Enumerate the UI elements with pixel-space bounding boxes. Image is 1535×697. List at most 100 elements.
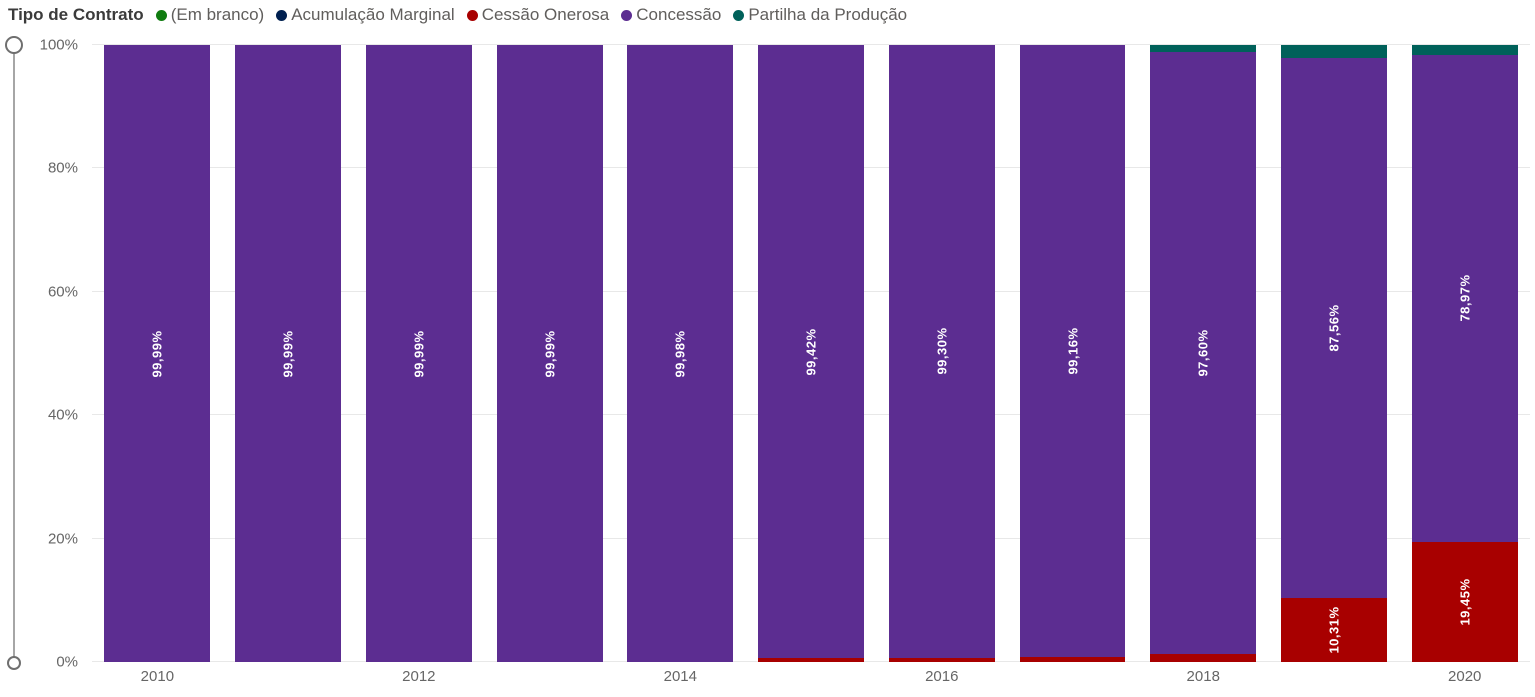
legend-item-label: Partilha da Produção	[748, 5, 908, 24]
legend-item-label: Concessão	[636, 5, 722, 24]
legend-dot-icon	[155, 9, 167, 21]
stacked-bar-2016[interactable]: 99,30%	[888, 45, 995, 662]
bar-value-label: 99,16%	[1065, 327, 1080, 375]
y-axis-tick-label: 20%	[47, 530, 78, 548]
legend-item-cessao-onerosa[interactable]: Cessão Onerosa	[466, 5, 610, 25]
y-axis-tick-label: 60%	[47, 283, 78, 301]
bar-value-label: 87,56%	[1326, 304, 1342, 352]
stacked-bar-2014[interactable]: 99,98%	[627, 45, 734, 662]
stacked-bar-2010[interactable]: 99,99%	[104, 45, 211, 662]
bar-column-2011: 99,99%	[223, 45, 354, 662]
bar-column-2017: 99,16%	[1007, 45, 1138, 662]
stacked-bar-2015[interactable]: 99,42%	[758, 45, 864, 662]
bar-segment-cessao-onerosa[interactable]: 10,31%	[1281, 598, 1387, 662]
y-axis-tick-label: 80%	[47, 159, 78, 177]
bar-segment-concessao[interactable]: 99,99%	[104, 45, 211, 662]
plot-area: 99,99% 99,99% 99,99% 99,99% 99,98% 99,42% 99,3…	[92, 44, 1530, 685]
gridline	[92, 44, 1530, 45]
x-axis-label: 2018	[1186, 668, 1220, 685]
bar-value-label: 99,99%	[542, 329, 558, 378]
bar-segment-concessao[interactable]: 99,42%	[758, 45, 864, 659]
stacked-bar-2013[interactable]: 99,99%	[496, 45, 603, 662]
bar-value-label: 99,99%	[280, 329, 296, 378]
bar-value-label: 99,99%	[411, 329, 427, 378]
legend: (Em branco) Acumulação Marginal Cessão One…	[155, 5, 907, 25]
legend-item-acumulacao-marginal[interactable]: Acumulação Marginal	[276, 5, 455, 25]
legend-item-label: (Em branco)	[170, 5, 265, 24]
y-axis-tick-label: 0%	[56, 653, 78, 671]
stacked-bar-2012[interactable]: 99,99%	[365, 45, 472, 662]
bar-value-label: 99,98%	[672, 329, 688, 378]
bar-column-2010: 99,99%	[92, 45, 223, 662]
x-axis-label	[1007, 668, 1138, 685]
bar-segment-cessao-onerosa[interactable]	[1150, 653, 1257, 662]
stacked-bar-2017[interactable]: 99,16%	[1019, 45, 1126, 662]
bar-column-2019: 10,31% 87,56%	[1269, 45, 1400, 662]
y-axis-tick-label: 40%	[47, 406, 78, 424]
bar-segment-partilha-da-producao[interactable]	[1150, 45, 1257, 52]
stacked-bar-2011[interactable]: 99,99%	[235, 45, 342, 662]
bar-segment-concessao[interactable]: 99,99%	[235, 45, 342, 662]
x-axis-label: 2016	[925, 668, 959, 685]
stacked-bar-2018[interactable]: 97,60%	[1150, 45, 1257, 662]
bar-column-2016: 99,30%	[876, 45, 1007, 662]
stacked-bar-2019[interactable]: 10,31% 87,56%	[1281, 45, 1387, 662]
bar-value-label: 19,45%	[1457, 578, 1473, 626]
bar-value-label: 99,30%	[934, 327, 950, 375]
legend-dot-icon	[621, 9, 633, 21]
bar-segment-concessao[interactable]: 97,60%	[1150, 51, 1257, 654]
x-axis-label	[223, 668, 354, 685]
bar-value-label: 99,99%	[149, 329, 165, 378]
bar-segment-cessao-onerosa[interactable]	[1019, 656, 1126, 662]
zoom-slider-track[interactable]	[13, 50, 15, 658]
y-axis-zoom-slider[interactable]	[4, 36, 24, 670]
bar-segment-concessao[interactable]: 99,99%	[496, 45, 603, 662]
bar-segment-cessao-onerosa[interactable]	[758, 658, 864, 662]
legend-item-label: Cessão Onerosa	[481, 5, 610, 24]
x-axis-label	[1269, 668, 1400, 685]
y-axis: 100% 80% 60% 40% 20% 0%	[26, 37, 84, 671]
stacked-bar-2020[interactable]: 19,45% 78,97%	[1411, 45, 1518, 662]
bar-value-label: 97,60%	[1195, 329, 1211, 377]
x-axis-label	[746, 668, 877, 685]
legend-item-label: Acumulação Marginal	[291, 5, 455, 24]
bar-segment-concessao[interactable]: 99,30%	[888, 45, 995, 658]
legend-item-em-branco[interactable]: (Em branco)	[155, 5, 265, 25]
x-axis-label	[484, 668, 615, 685]
bar-segment-concessao[interactable]: 99,16%	[1019, 45, 1126, 657]
bar-column-2013: 99,99%	[484, 45, 615, 662]
bars-row: 99,99% 99,99% 99,99% 99,99% 99,98% 99,42% 99,3…	[92, 45, 1530, 662]
x-axis-label: 2012	[402, 668, 436, 685]
bar-column-2020: 19,45% 78,97%	[1399, 45, 1530, 662]
legend-dot-icon	[466, 9, 478, 21]
bar-value-label: 10,31%	[1326, 606, 1342, 654]
legend-dot-icon	[276, 9, 288, 21]
bar-segment-concessao[interactable]: 99,99%	[365, 45, 472, 662]
legend-title: Tipo de Contrato	[8, 5, 144, 24]
legend-item-concessao[interactable]: Concessão	[621, 5, 721, 25]
x-axis-label: 2010	[140, 668, 175, 685]
bar-column-2018: 97,60%	[1138, 45, 1269, 662]
bar-segment-concessao[interactable]: 87,56%	[1281, 58, 1387, 599]
legend-item-partilha-da-producao[interactable]: Partilha da Produção	[733, 5, 907, 25]
bar-segment-cessao-onerosa[interactable]: 19,45%	[1411, 542, 1518, 662]
legend-dot-icon	[733, 9, 745, 21]
bar-column-2015: 99,42%	[746, 45, 877, 662]
bar-segment-partilha-da-producao[interactable]	[1281, 45, 1387, 59]
bar-segment-partilha-da-producao[interactable]	[1411, 45, 1518, 55]
x-axis-label: 2014	[663, 668, 697, 685]
zoom-slider-bottom-handle[interactable]	[7, 656, 21, 670]
bar-segment-concessao[interactable]: 78,97%	[1411, 54, 1518, 542]
bar-value-label: 78,97%	[1457, 274, 1473, 322]
x-axis-label: 2020	[1448, 668, 1482, 685]
bar-column-2012: 99,99%	[353, 45, 484, 662]
bar-segment-concessao[interactable]: 99,98%	[627, 45, 734, 662]
chart-region: 100% 80% 60% 40% 20% 0% 99,99% 99,99% 99,99% 99,…	[0, 37, 1530, 685]
zoom-slider-top-handle[interactable]	[5, 36, 23, 54]
x-axis: 2010 2012 2014 2016 2018 2020	[92, 668, 1530, 685]
bar-segment-cessao-onerosa[interactable]	[888, 657, 995, 662]
bar-column-2014: 99,98%	[615, 45, 746, 662]
bar-value-label: 99,42%	[803, 328, 819, 376]
chart-header: Tipo de Contrato (Em branco) Acumulação M…	[8, 2, 907, 28]
y-axis-tick-label: 100%	[39, 36, 78, 54]
